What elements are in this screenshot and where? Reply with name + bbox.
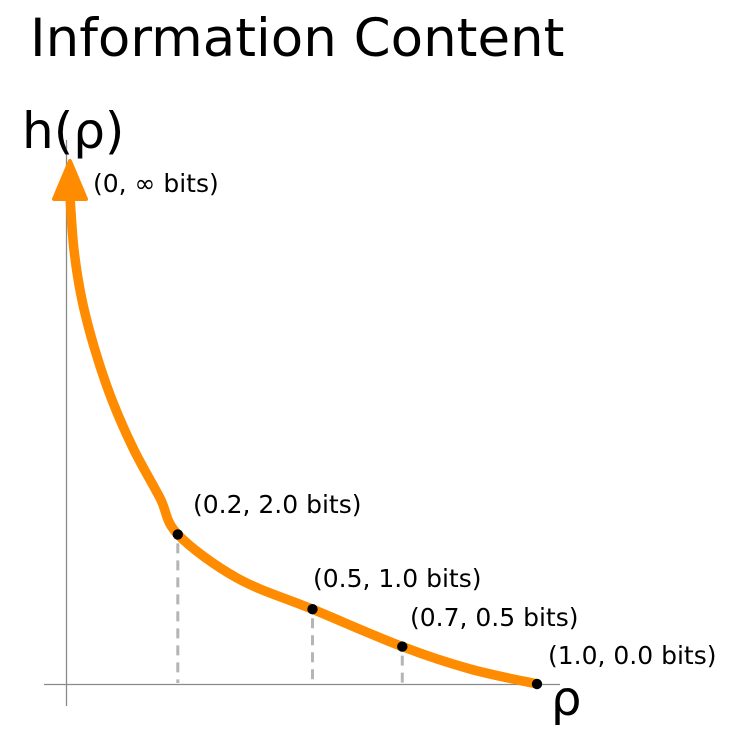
- chart-title: Information Content: [30, 8, 565, 69]
- data-point-marker: [172, 529, 183, 540]
- x-axis-label: ρ: [551, 671, 582, 727]
- point-annotation-0-2: (0.2, 2.0 bits): [193, 490, 362, 519]
- point-annotation-0-7: (0.7, 0.5 bits): [410, 603, 579, 632]
- point-annotation-1-0: (1.0, 0.0 bits): [548, 641, 717, 670]
- point-annotation-0-5: (0.5, 1.0 bits): [313, 564, 482, 593]
- data-point-marker: [531, 678, 543, 690]
- point-annotation-infinity: (0, ∞ bits): [93, 169, 219, 198]
- data-point-marker: [307, 604, 318, 615]
- y-axis-label: h(ρ): [22, 102, 125, 160]
- infinity-arrowhead-icon: [52, 159, 88, 201]
- data-point-marker: [397, 641, 408, 652]
